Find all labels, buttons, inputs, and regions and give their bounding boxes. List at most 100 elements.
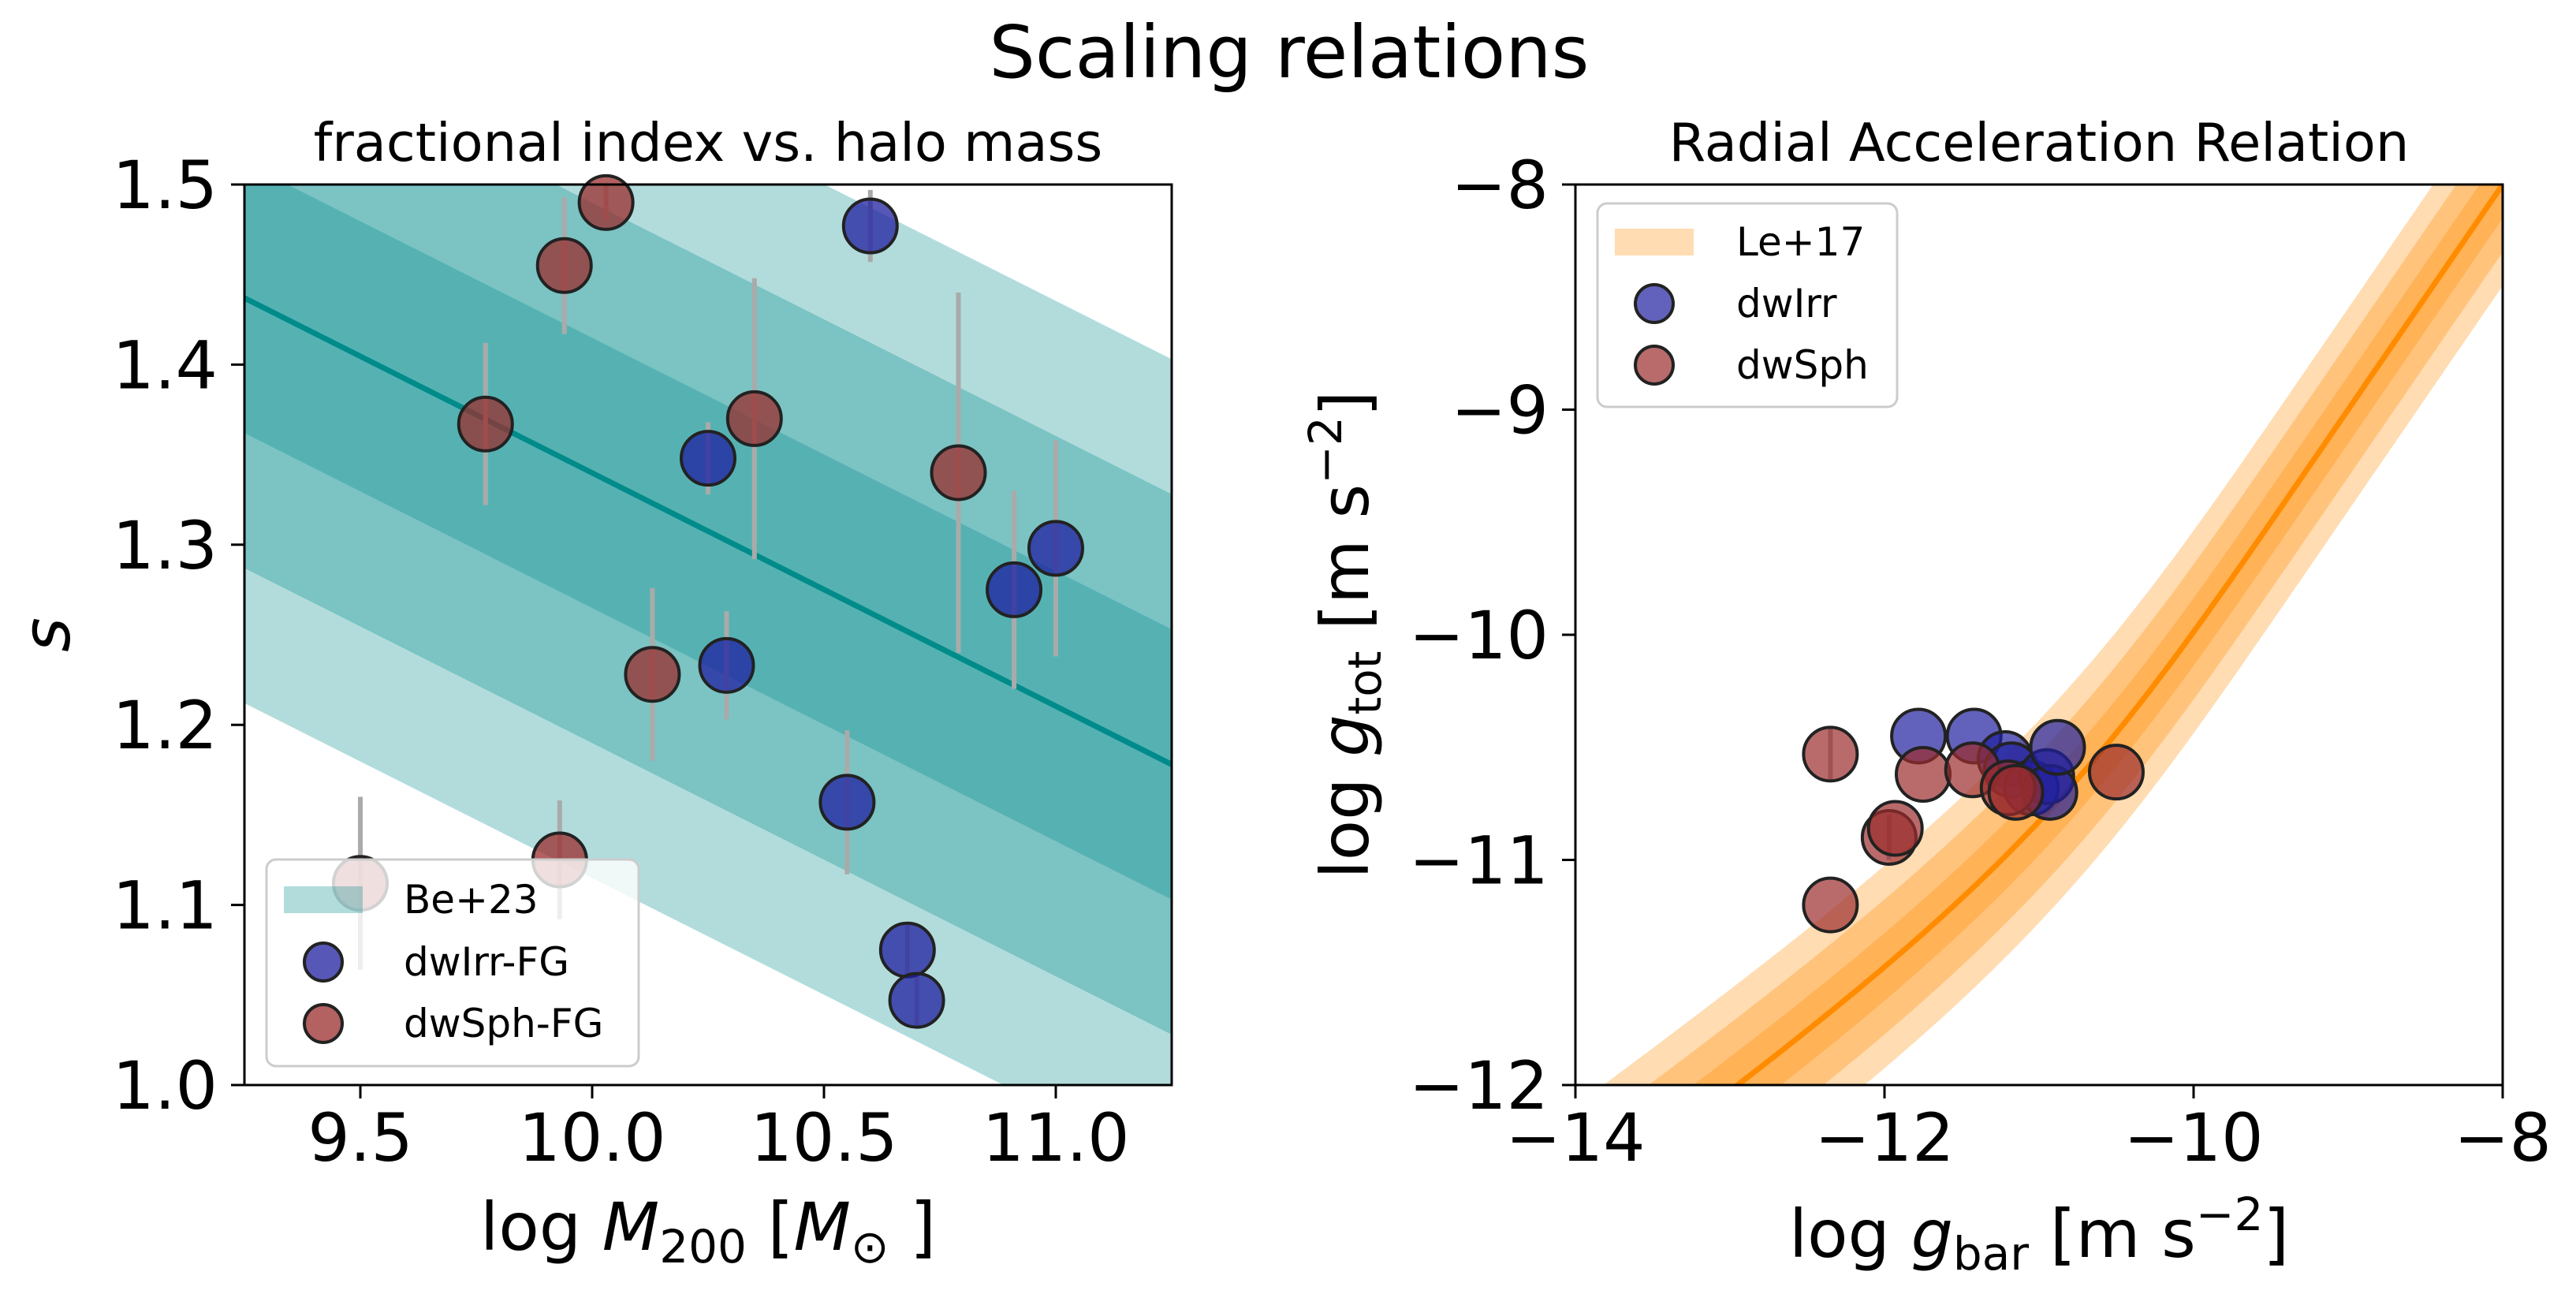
dwsph-fg-point	[457, 395, 514, 453]
dwirr-fg-point	[986, 561, 1043, 618]
dwsph-fg-point	[577, 173, 635, 231]
y-tick-label: −11	[1409, 822, 1549, 900]
be23-band-2sigma	[244, 185, 1172, 1035]
rar-xlabel-log-prefix: log	[1789, 1195, 1911, 1273]
legend-swatch-le17	[1615, 229, 1694, 255]
xlabel-open-bracket: [	[747, 1188, 793, 1266]
mass-index-ylabel: s	[8, 617, 85, 652]
dwirr-fg-point	[1027, 520, 1084, 577]
y-tick-label: −8	[1451, 147, 1549, 224]
mass-index-axes: 9.5 10.0 10.5 11.0 1.0 1.1 1.2 1.3 1.4 1.5	[112, 147, 1129, 1177]
y-tick-label: −12	[1409, 1047, 1549, 1124]
dwsph-point	[1802, 725, 1859, 783]
dwsph-point	[1866, 800, 1924, 857]
y-tick-label: 1.0	[112, 1047, 218, 1124]
rar-ylabel-unit: [m s	[1307, 484, 1384, 651]
y-tick-label: 1.3	[112, 507, 218, 584]
rar-panel: Radial Acceleration Relation −14 −12 −10 −8…	[1299, 112, 2552, 1281]
xlabel-log-prefix: log	[480, 1188, 602, 1266]
dwsph-point	[1987, 763, 2045, 821]
xlabel-solar-subscript: ⊙	[851, 1220, 889, 1273]
y-tick-label: 1.2	[112, 687, 218, 764]
y-tick-label: 1.5	[112, 147, 218, 224]
rar-xlabel-superscript: −2	[2196, 1188, 2264, 1241]
dwirr-fg-point	[818, 774, 876, 831]
rar-panel-title: Radial Acceleration Relation	[1669, 112, 2410, 173]
legend-marker-dwsph-fg	[303, 1003, 344, 1044]
xlabel-mass-subscript: 200	[659, 1220, 747, 1273]
dwirr-point	[2029, 718, 2086, 776]
xlabel-close-bracket: ]	[889, 1188, 936, 1266]
rar-ylabel: log gtot [m s−2]	[1299, 390, 1392, 878]
x-tick-label: 9.5	[308, 1099, 413, 1177]
mass-index-points-layer	[332, 173, 1084, 1029]
rar-axes: −14 −12 −10 −8−12−11−10−9−8	[1409, 147, 2552, 1177]
le17-band-2sigma	[1648, 185, 2503, 1085]
dwsph-point	[1802, 876, 1859, 934]
le17-median-curve	[1732, 185, 2503, 1085]
rar-ylabel-superscript: −2	[1299, 416, 1352, 484]
be23-median-line	[244, 295, 1172, 767]
legend-label-dwirr-fg: dwIrr-FG	[404, 939, 569, 985]
legend-frame	[265, 858, 640, 1068]
dwirr-fg-point	[698, 636, 755, 694]
rar-legend: Le+17 dwIrr dwSph	[1596, 202, 1899, 408]
le17-relation-layer	[1732, 185, 2503, 1085]
legend-marker-dwirr-fg	[303, 942, 344, 983]
y-tick-label: 1.1	[112, 867, 218, 945]
dwsph-fg-point	[725, 390, 783, 447]
legend-swatch-be23	[284, 886, 363, 913]
rar-ylabel-g-symbol: g	[1307, 714, 1384, 756]
x-tick-label: −12	[1814, 1099, 1954, 1177]
x-tick-label: −10	[2123, 1099, 2263, 1177]
be23-band-1sigma	[244, 185, 1172, 900]
legend-label-dwsph-fg: dwSph-FG	[404, 1001, 603, 1046]
rar-ylabel-close-bracket: ]	[1307, 390, 1384, 416]
dwsph-point	[1895, 746, 1952, 804]
x-tick-label: 10.5	[750, 1099, 897, 1177]
xlabel-solar-mass-symbol: M	[793, 1188, 850, 1266]
mass-index-xlabel: log M200 [M⊙ ]	[480, 1188, 936, 1273]
le17-band-3sigma	[1603, 185, 2503, 1085]
dwirr-fg-point	[888, 971, 945, 1029]
dwsph-fg-point	[624, 646, 681, 703]
xlabel-mass-symbol: M	[602, 1188, 659, 1266]
rar-xlabel-close-bracket: ]	[2263, 1195, 2289, 1273]
x-tick-label: −14	[1505, 1099, 1645, 1177]
dwsph-point	[2088, 744, 2145, 801]
y-tick-label: −9	[1451, 372, 1549, 449]
dwirr-fg-point	[878, 921, 936, 979]
figure-title: Scaling relations	[990, 10, 1590, 95]
dwsph-fg-point	[535, 237, 593, 294]
rar-xlabel: log gbar [m s−2]	[1789, 1188, 2289, 1281]
y-tick-label: 1.4	[112, 326, 218, 404]
legend-label-be23: Be+23	[404, 877, 539, 923]
le17-band-1sigma	[1693, 185, 2503, 1085]
rar-xlabel-g-symbol: g	[1911, 1195, 1953, 1273]
le17-band-layer	[1603, 185, 2503, 1085]
legend-label-dwirr: dwIrr	[1736, 281, 1837, 326]
dwirr-fg-point	[680, 430, 736, 487]
x-tick-label: −8	[2454, 1099, 2552, 1177]
legend-label-dwsph: dwSph	[1736, 342, 1869, 388]
mass-index-panel: fractional index vs. halo mass 9.5 10.0 10…	[8, 112, 1173, 1273]
rar-ylabel-log-prefix: log	[1307, 757, 1384, 879]
legend-marker-dwirr	[1634, 283, 1675, 324]
x-tick-label: 10.0	[518, 1099, 665, 1177]
rar-ylabel-subscript: tot	[1338, 651, 1392, 714]
y-tick-label: −10	[1409, 597, 1549, 674]
mass-index-plot-frame	[243, 183, 1173, 1087]
rar-xlabel-subscript: bar	[1953, 1227, 2029, 1281]
dwirr-fg-point	[841, 197, 899, 255]
legend-marker-dwsph	[1634, 345, 1675, 386]
dwsph-fg-point	[930, 444, 987, 502]
be23-relation-layer	[244, 295, 1172, 767]
rar-points-layer	[1802, 707, 2145, 934]
mass-index-panel-title: fractional index vs. halo mass	[314, 112, 1103, 173]
x-tick-label: 11.0	[982, 1099, 1129, 1177]
legend-label-le17: Le+17	[1736, 219, 1865, 265]
rar-xlabel-unit: [m s	[2029, 1195, 2196, 1273]
mass-index-legend: Be+23 dwIrr-FG dwSph-FG	[265, 858, 640, 1068]
